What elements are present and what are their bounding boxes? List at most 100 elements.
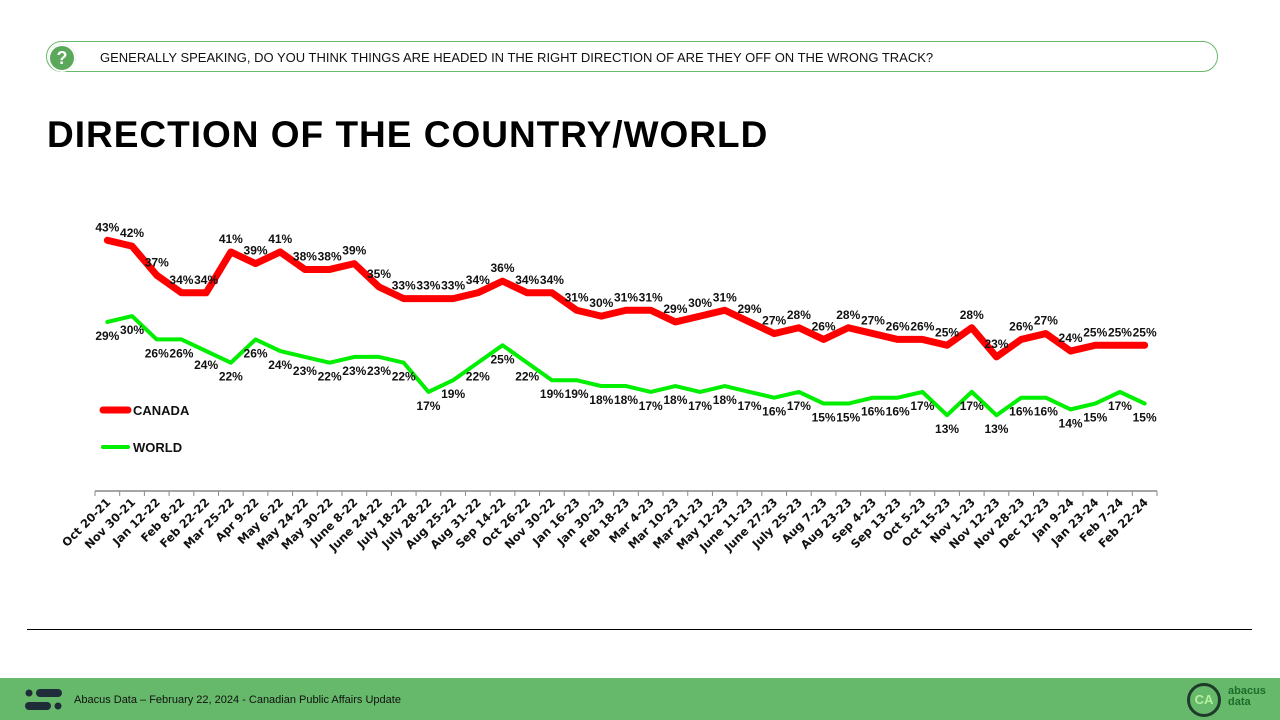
data-label: 31%	[614, 290, 638, 304]
data-label: 39%	[342, 244, 366, 258]
data-label: 26%	[1009, 319, 1033, 333]
data-label: 18%	[614, 393, 638, 407]
data-label: 19%	[565, 387, 589, 401]
data-label: 26%	[145, 346, 169, 360]
page-title: DIRECTION OF THE COUNTRY/WORLD	[47, 114, 769, 155]
data-label: 30%	[688, 296, 712, 310]
data-label: 17%	[787, 399, 811, 413]
divider	[27, 629, 1252, 630]
data-label: 25%	[1108, 325, 1132, 339]
data-label: 17%	[1108, 399, 1132, 413]
data-label: 16%	[1034, 405, 1058, 419]
data-label: 36%	[490, 261, 514, 275]
data-label: 26%	[886, 319, 910, 333]
data-label: 34%	[515, 273, 539, 287]
data-label: 16%	[762, 405, 786, 419]
data-label: 17%	[688, 399, 712, 413]
data-label: 16%	[1009, 405, 1033, 419]
data-label: 33%	[392, 279, 416, 293]
data-label: 41%	[268, 232, 292, 246]
data-label: 23%	[367, 364, 391, 378]
data-label: 22%	[515, 370, 539, 384]
question-banner	[46, 41, 1218, 72]
brand-top: abacus	[1228, 685, 1266, 697]
data-label: 35%	[367, 267, 391, 281]
data-label: 17%	[639, 399, 663, 413]
data-label: 31%	[565, 290, 589, 304]
data-label: 42%	[120, 226, 144, 240]
data-label: 27%	[1034, 314, 1058, 328]
data-label: 22%	[318, 370, 342, 384]
data-label: 22%	[219, 370, 243, 384]
data-label: 38%	[293, 249, 317, 263]
data-label: 18%	[663, 393, 687, 407]
data-label: 13%	[984, 422, 1008, 436]
data-label: 24%	[268, 358, 292, 372]
data-label: 18%	[713, 393, 737, 407]
data-label: 29%	[663, 302, 687, 316]
data-label: 16%	[886, 405, 910, 419]
data-label: 25%	[1133, 325, 1157, 339]
data-label: 24%	[1059, 331, 1083, 345]
abacus-logo-icon	[25, 689, 62, 710]
data-label: 13%	[935, 422, 959, 436]
data-label: 17%	[416, 399, 440, 413]
data-label: 31%	[639, 290, 663, 304]
data-label: 15%	[1083, 411, 1107, 425]
data-label: 26%	[169, 346, 193, 360]
data-label: 19%	[441, 387, 465, 401]
data-label: 17%	[910, 399, 934, 413]
ca-badge: CA	[1187, 683, 1221, 717]
data-label: 23%	[293, 364, 317, 378]
data-label: 17%	[960, 399, 984, 413]
data-label: 25%	[1083, 325, 1107, 339]
data-label: 27%	[861, 314, 885, 328]
data-label: 38%	[318, 249, 342, 263]
data-label: 25%	[935, 325, 959, 339]
data-label: 27%	[762, 314, 786, 328]
data-label: 30%	[120, 323, 144, 337]
data-label: 18%	[589, 393, 613, 407]
footer-text: Abacus Data – February 22, 2024 - Canadi…	[74, 694, 401, 706]
series-line-canada	[103, 236, 1149, 361]
brand-bottom: data	[1228, 696, 1251, 708]
data-label: 25%	[490, 352, 514, 366]
data-label: 29%	[95, 329, 119, 343]
data-label: 34%	[540, 273, 564, 287]
data-label: 15%	[1133, 411, 1157, 425]
data-label: 34%	[169, 273, 193, 287]
data-label: 23%	[984, 337, 1008, 351]
data-label: 26%	[244, 346, 268, 360]
data-label: 28%	[787, 308, 811, 322]
data-label: 23%	[342, 364, 366, 378]
legend-label: WORLD	[133, 440, 182, 455]
data-label: 34%	[194, 273, 218, 287]
data-label: 26%	[910, 319, 934, 333]
data-label: 30%	[589, 296, 613, 310]
survey-question: GENERALLY SPEAKING, DO YOU THINK THINGS …	[100, 50, 934, 65]
data-label: 33%	[416, 279, 440, 293]
data-label: 14%	[1059, 416, 1083, 430]
data-label: 17%	[737, 399, 761, 413]
data-label: 43%	[95, 220, 119, 234]
series-line-world	[105, 314, 1147, 418]
abacus-data-logo: abacus data	[1228, 686, 1266, 708]
data-label: 39%	[244, 244, 268, 258]
data-label: 31%	[713, 290, 737, 304]
data-label: 16%	[861, 405, 885, 419]
data-label: 33%	[441, 279, 465, 293]
data-label: 22%	[392, 370, 416, 384]
data-label: 37%	[145, 255, 169, 269]
data-label: 22%	[466, 370, 490, 384]
data-label: 24%	[194, 358, 218, 372]
footer-bar	[0, 678, 1280, 720]
data-label: 26%	[812, 319, 836, 333]
question-icon: ?	[48, 44, 76, 72]
legend-label: CANADA	[133, 403, 190, 418]
data-label: 15%	[836, 411, 860, 425]
data-label: 15%	[812, 411, 836, 425]
data-label: 41%	[219, 232, 243, 246]
data-label: 19%	[540, 387, 564, 401]
data-label: 28%	[836, 308, 860, 322]
